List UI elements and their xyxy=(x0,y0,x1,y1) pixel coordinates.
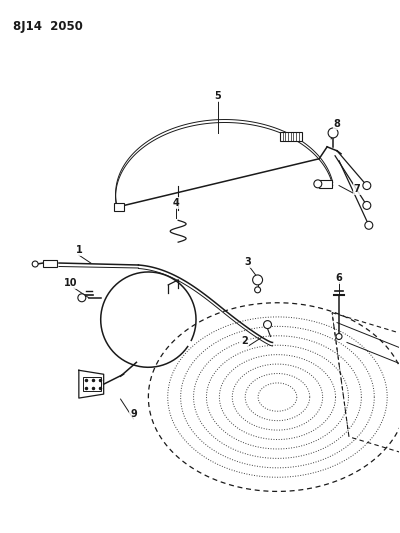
Circle shape xyxy=(363,201,371,209)
Text: 1: 1 xyxy=(76,245,82,255)
Text: 4: 4 xyxy=(173,198,180,208)
Circle shape xyxy=(264,321,272,328)
Text: 8J14  2050: 8J14 2050 xyxy=(13,20,83,33)
Bar xyxy=(114,203,124,211)
Circle shape xyxy=(328,128,338,138)
Bar xyxy=(43,260,57,267)
Circle shape xyxy=(363,182,371,190)
Text: 6: 6 xyxy=(336,273,342,283)
Bar xyxy=(83,377,101,391)
Text: 8: 8 xyxy=(334,119,340,129)
Circle shape xyxy=(336,334,342,340)
Text: 3: 3 xyxy=(244,257,251,267)
Circle shape xyxy=(78,294,86,302)
Text: 7: 7 xyxy=(354,183,360,193)
Circle shape xyxy=(314,180,322,188)
Text: 10: 10 xyxy=(64,278,78,288)
Circle shape xyxy=(255,287,260,293)
Circle shape xyxy=(365,221,373,229)
Bar xyxy=(280,132,302,141)
Text: 2: 2 xyxy=(241,336,248,346)
Text: 5: 5 xyxy=(214,91,221,101)
Bar xyxy=(319,180,332,188)
Circle shape xyxy=(32,261,38,267)
Text: 9: 9 xyxy=(130,409,137,419)
Circle shape xyxy=(253,275,262,285)
